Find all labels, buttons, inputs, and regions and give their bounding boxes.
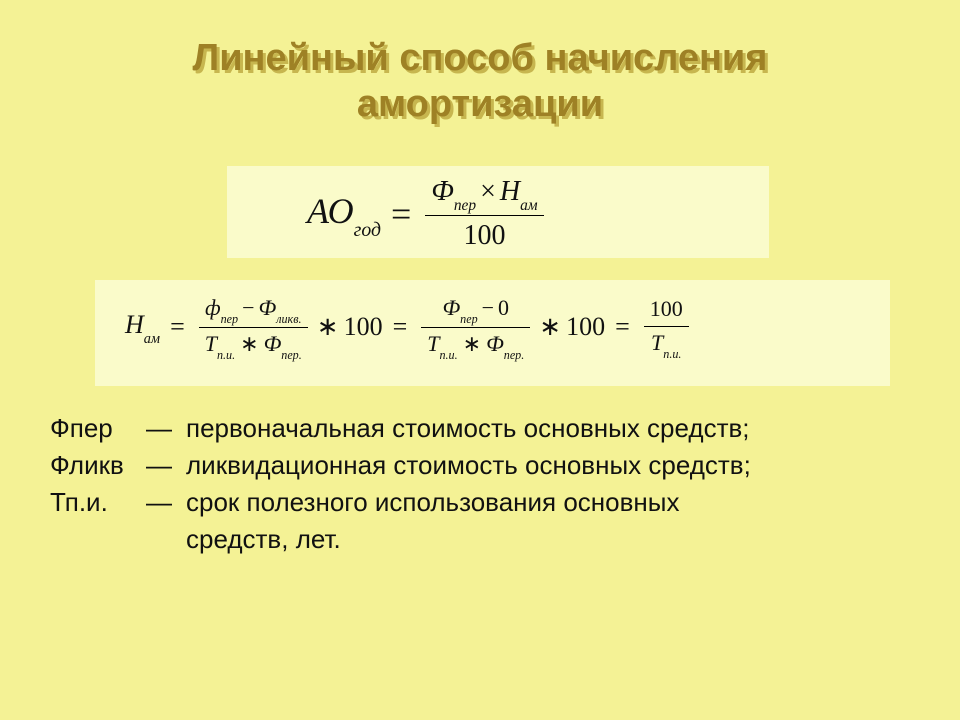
- f2-lhs-main: Н: [125, 310, 144, 339]
- def-row-2: Фликв — ликвидационная стоимость основны…: [50, 447, 910, 484]
- f2-lhs: Нам: [125, 310, 160, 344]
- def3-cont: средств, лет.: [50, 521, 910, 558]
- f2-t1n-s2: Ф: [259, 295, 277, 320]
- f2-t2d-s1: Т: [427, 331, 439, 356]
- f1-eq: =: [391, 193, 411, 235]
- f2-t2d-sub2: пер.: [504, 348, 525, 362]
- f1-bar: [425, 215, 543, 216]
- f1-times: ×: [480, 176, 496, 207]
- f2-t1d-s2: Ф: [264, 331, 282, 356]
- f2-frac2-den: Тп.и. ∗Фпер.: [421, 330, 530, 361]
- f1-lhs-main: АО: [307, 191, 354, 231]
- f2-frac3: 100 Тп.и.: [644, 295, 689, 359]
- f2-t1n-sub2: ликв.: [276, 312, 301, 326]
- formula-1: АОгод = Фпер×Нам 100: [307, 174, 548, 254]
- f2-lhs-sub: ам: [144, 331, 160, 347]
- f2-eq3: =: [615, 312, 630, 342]
- f2-frac2-bar: [421, 327, 530, 328]
- f2-star1: ∗: [317, 312, 339, 342]
- f1-num-sub1: пер: [454, 197, 476, 214]
- f2-t2n-zero: 0: [498, 295, 509, 320]
- f2-t1d-sub1: п.и.: [217, 348, 235, 362]
- title-line1: Линейный способ начисления: [193, 37, 768, 79]
- def3-term: Тп.и.: [50, 484, 146, 521]
- title-line2: амортизации: [357, 83, 603, 125]
- f2-t1d-star: ∗: [240, 331, 258, 356]
- f2-star2: ∗: [539, 312, 561, 342]
- def-row-1: Фпер — первоначальная стоимость основных…: [50, 410, 910, 447]
- f1-num-s1: Ф: [431, 176, 454, 207]
- f2-frac3-num: 100: [644, 295, 689, 323]
- f2-100-2: 100: [566, 312, 605, 342]
- f1-num-sub2: ам: [520, 197, 538, 214]
- title-main: Линейный способ начисления амортизации: [0, 36, 960, 127]
- f2-100-1: 100: [344, 312, 383, 342]
- def3-desc: срок полезного использования основных: [186, 484, 910, 521]
- def-row-3: Тп.и. — срок полезного использования осн…: [50, 484, 910, 521]
- def2-dash: —: [146, 447, 186, 484]
- f1-num-s2: Н: [500, 176, 520, 207]
- formula-2: Нам = фпер−Фликв. Тп.и.∗Фпер. ∗100 = Фпе…: [125, 294, 693, 361]
- f2-t2d-s2: Ф: [486, 331, 504, 356]
- f2-frac3-den: Тп.и.: [645, 329, 687, 360]
- f2-t1n-s1: ф: [205, 295, 221, 320]
- slide-title: Линейный способ начисления амортизации Л…: [0, 36, 960, 127]
- f2-t2-minus: −: [482, 295, 494, 320]
- f1-num: Фпер×Нам: [425, 174, 543, 213]
- f2-frac3-bar: [644, 326, 689, 327]
- f2-frac1: фпер−Фликв. Тп.и. ∗Фпер.: [199, 294, 308, 361]
- f2-t2d-star: ∗: [463, 331, 481, 356]
- def2-desc: ликвидационная стоимость основных средст…: [186, 447, 910, 484]
- f2-t1d-sub2: пер.: [281, 348, 302, 362]
- f2-eq2: =: [393, 312, 408, 342]
- f2-t1d-s1: Т: [205, 331, 217, 356]
- def1-dash: —: [146, 410, 186, 447]
- definitions: Фпер — первоначальная стоимость основных…: [50, 410, 910, 558]
- f2-t2d-sub1: п.и.: [439, 348, 457, 362]
- formula-box-2: Нам = фпер−Фликв. Тп.и.∗Фпер. ∗100 = Фпе…: [95, 280, 890, 386]
- def1-term: Фпер: [50, 410, 146, 447]
- slide: Линейный способ начисления амортизации Л…: [0, 0, 960, 720]
- f2-frac1-num: фпер−Фликв.: [199, 294, 307, 325]
- f2-frac1-den: Тп.и. ∗Фпер.: [199, 330, 308, 361]
- f2-t3d-s1: Т: [651, 330, 663, 355]
- f1-lhs-sub: год: [354, 219, 381, 241]
- f2-frac1-bar: [199, 327, 308, 328]
- f2-t3d-sub1: п.и.: [663, 347, 681, 361]
- f2-t2n-sub1: пер: [460, 312, 477, 326]
- def1-desc: первоначальная стоимость основных средст…: [186, 410, 910, 447]
- f2-t1n-sub1: пер: [221, 312, 238, 326]
- def2-term: Фликв: [50, 447, 146, 484]
- f1-frac: Фпер×Нам 100: [425, 174, 543, 254]
- f2-frac2: Фпер−0 Тп.и. ∗Фпер.: [421, 294, 530, 361]
- f1-den: 100: [457, 218, 511, 254]
- def3-dash: —: [146, 484, 186, 521]
- f2-t2n-s1: Ф: [442, 295, 460, 320]
- formula-box-1: АОгод = Фпер×Нам 100: [227, 166, 769, 258]
- f2-frac2-num: Фпер−0: [436, 294, 515, 325]
- f1-lhs: АОгод: [307, 190, 381, 237]
- f2-eq1: =: [170, 312, 185, 342]
- f2-t1-minus: −: [242, 295, 254, 320]
